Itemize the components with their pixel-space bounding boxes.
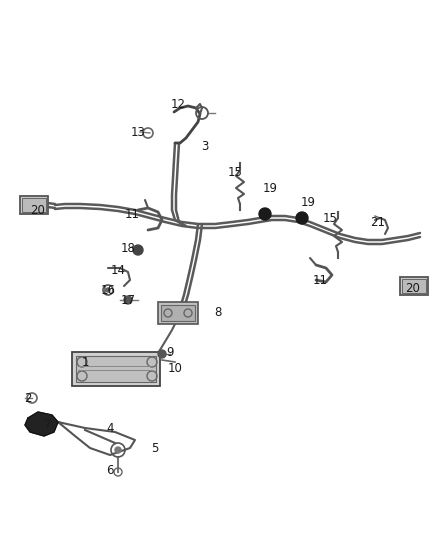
Text: 11: 11 xyxy=(312,273,328,287)
Text: 19: 19 xyxy=(262,182,278,195)
Bar xyxy=(158,302,198,324)
Text: 9: 9 xyxy=(166,345,174,359)
Text: 15: 15 xyxy=(228,166,243,179)
Bar xyxy=(72,352,160,386)
Text: 21: 21 xyxy=(371,215,385,229)
Text: 11: 11 xyxy=(124,208,139,222)
Text: 7: 7 xyxy=(44,418,52,432)
Text: 18: 18 xyxy=(120,241,135,254)
Text: 13: 13 xyxy=(131,126,145,140)
Bar xyxy=(161,305,195,321)
Text: 12: 12 xyxy=(170,99,186,111)
Circle shape xyxy=(158,350,166,358)
Text: 14: 14 xyxy=(110,263,126,277)
Bar xyxy=(20,196,48,214)
Text: 1: 1 xyxy=(81,357,89,369)
Bar xyxy=(402,279,426,293)
Text: 10: 10 xyxy=(168,361,183,375)
Text: 17: 17 xyxy=(120,294,135,306)
Bar xyxy=(400,277,428,295)
Text: 2: 2 xyxy=(24,392,32,405)
Text: 4: 4 xyxy=(106,422,114,434)
Bar xyxy=(76,356,156,382)
Text: 6: 6 xyxy=(106,464,114,477)
Text: 20: 20 xyxy=(406,281,420,295)
Circle shape xyxy=(296,212,308,224)
Circle shape xyxy=(259,208,271,220)
Text: 19: 19 xyxy=(300,196,315,208)
Text: 16: 16 xyxy=(100,284,116,296)
Circle shape xyxy=(115,447,121,453)
Circle shape xyxy=(133,245,143,255)
Polygon shape xyxy=(25,412,58,436)
Text: 8: 8 xyxy=(214,305,222,319)
Bar xyxy=(22,198,46,212)
Text: 20: 20 xyxy=(31,204,46,216)
Text: 3: 3 xyxy=(201,141,208,154)
Text: 5: 5 xyxy=(151,441,159,455)
Circle shape xyxy=(124,296,132,304)
Text: 15: 15 xyxy=(322,212,337,224)
Circle shape xyxy=(106,288,110,292)
